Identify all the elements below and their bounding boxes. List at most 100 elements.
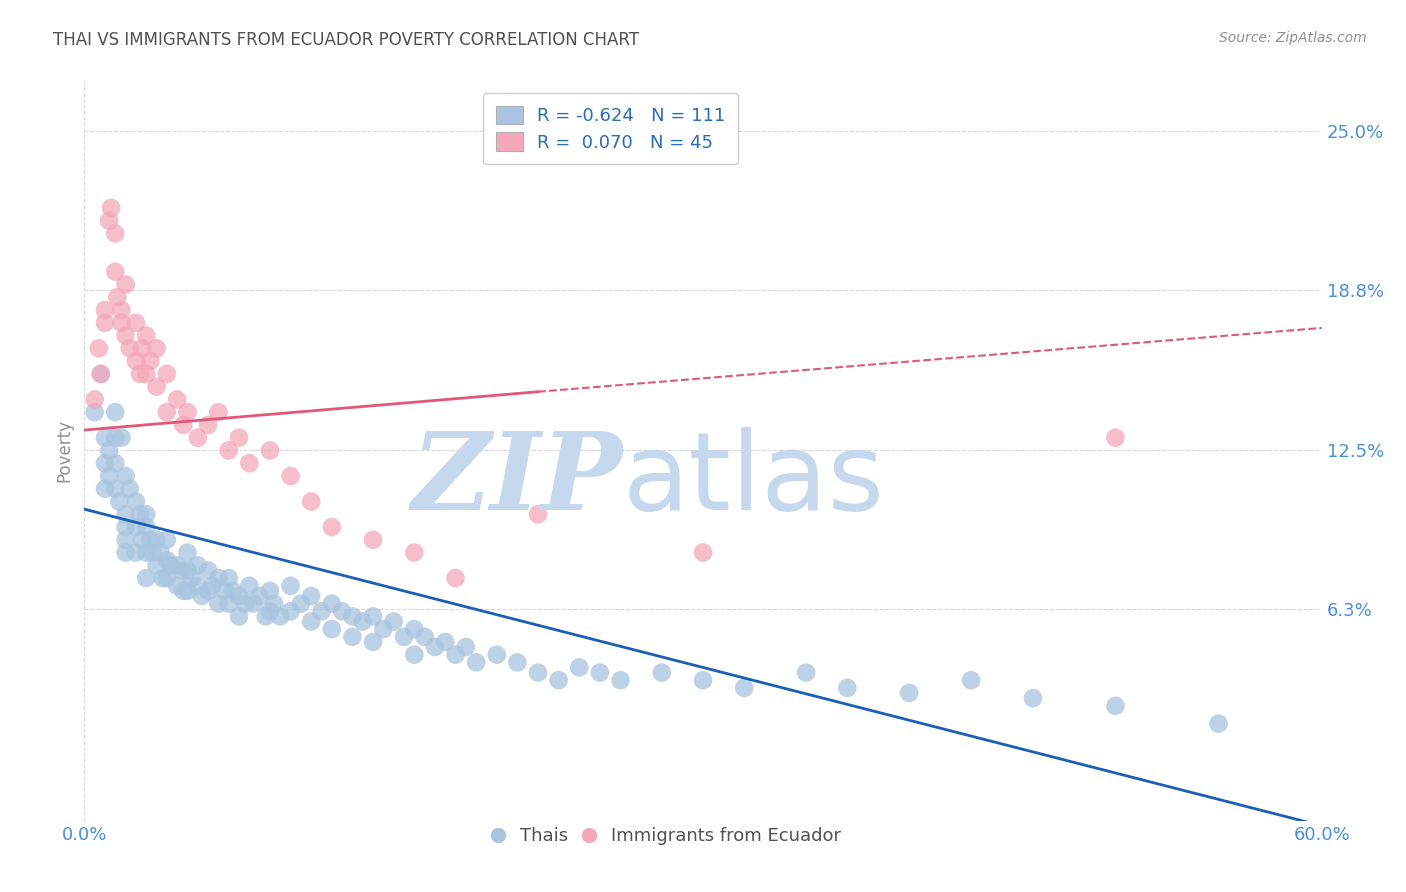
- Point: [187, 579, 209, 593]
- Point: [197, 583, 219, 598]
- Point: [290, 597, 312, 611]
- Point: [280, 604, 302, 618]
- Point: [114, 533, 136, 547]
- Point: [156, 571, 179, 585]
- Point: [125, 354, 148, 368]
- Point: [228, 431, 250, 445]
- Point: [692, 673, 714, 688]
- Point: [104, 405, 127, 419]
- Y-axis label: Poverty: Poverty: [55, 419, 73, 482]
- Point: [609, 673, 631, 688]
- Point: [259, 443, 281, 458]
- Point: [98, 443, 121, 458]
- Point: [373, 622, 395, 636]
- Point: [176, 545, 198, 559]
- Point: [404, 622, 426, 636]
- Point: [898, 686, 921, 700]
- Point: [145, 379, 167, 393]
- Point: [156, 367, 179, 381]
- Point: [114, 328, 136, 343]
- Point: [139, 354, 162, 368]
- Point: [960, 673, 983, 688]
- Point: [135, 520, 157, 534]
- Point: [413, 630, 436, 644]
- Point: [238, 579, 260, 593]
- Point: [118, 342, 141, 356]
- Point: [321, 597, 343, 611]
- Point: [145, 533, 167, 547]
- Point: [176, 405, 198, 419]
- Point: [1104, 431, 1126, 445]
- Point: [837, 681, 859, 695]
- Point: [1208, 716, 1230, 731]
- Point: [139, 533, 162, 547]
- Point: [197, 564, 219, 578]
- Point: [110, 303, 132, 318]
- Point: [94, 482, 117, 496]
- Point: [547, 673, 569, 688]
- Point: [98, 469, 121, 483]
- Point: [114, 469, 136, 483]
- Point: [222, 583, 245, 598]
- Point: [135, 367, 157, 381]
- Text: THAI VS IMMIGRANTS FROM ECUADOR POVERTY CORRELATION CHART: THAI VS IMMIGRANTS FROM ECUADOR POVERTY …: [53, 31, 640, 49]
- Point: [228, 609, 250, 624]
- Point: [145, 558, 167, 573]
- Point: [94, 431, 117, 445]
- Text: ZIP: ZIP: [411, 427, 623, 533]
- Point: [527, 665, 550, 680]
- Point: [152, 571, 174, 585]
- Point: [100, 201, 122, 215]
- Point: [90, 367, 112, 381]
- Point: [105, 290, 128, 304]
- Point: [141, 545, 163, 559]
- Point: [444, 571, 467, 585]
- Point: [172, 583, 194, 598]
- Point: [342, 609, 364, 624]
- Point: [330, 604, 353, 618]
- Point: [149, 545, 172, 559]
- Point: [172, 417, 194, 432]
- Point: [180, 571, 202, 585]
- Point: [361, 635, 384, 649]
- Point: [423, 640, 446, 654]
- Point: [104, 227, 127, 241]
- Point: [299, 589, 322, 603]
- Point: [104, 456, 127, 470]
- Point: [321, 622, 343, 636]
- Point: [108, 494, 131, 508]
- Point: [135, 571, 157, 585]
- Point: [242, 597, 264, 611]
- Point: [361, 609, 384, 624]
- Point: [176, 583, 198, 598]
- Point: [404, 545, 426, 559]
- Point: [527, 508, 550, 522]
- Point: [1022, 691, 1045, 706]
- Point: [156, 553, 179, 567]
- Text: atlas: atlas: [623, 427, 884, 533]
- Point: [135, 328, 157, 343]
- Point: [166, 558, 188, 573]
- Point: [160, 558, 183, 573]
- Point: [131, 342, 153, 356]
- Point: [228, 589, 250, 603]
- Point: [218, 571, 240, 585]
- Point: [207, 597, 229, 611]
- Point: [83, 405, 105, 419]
- Point: [299, 494, 322, 508]
- Point: [94, 456, 117, 470]
- Point: [135, 508, 157, 522]
- Point: [94, 303, 117, 318]
- Point: [568, 660, 591, 674]
- Point: [125, 545, 148, 559]
- Point: [444, 648, 467, 662]
- Point: [214, 583, 236, 598]
- Point: [145, 342, 167, 356]
- Point: [589, 665, 612, 680]
- Point: [733, 681, 755, 695]
- Point: [311, 604, 333, 618]
- Point: [382, 615, 405, 629]
- Point: [454, 640, 477, 654]
- Point: [233, 597, 256, 611]
- Point: [280, 579, 302, 593]
